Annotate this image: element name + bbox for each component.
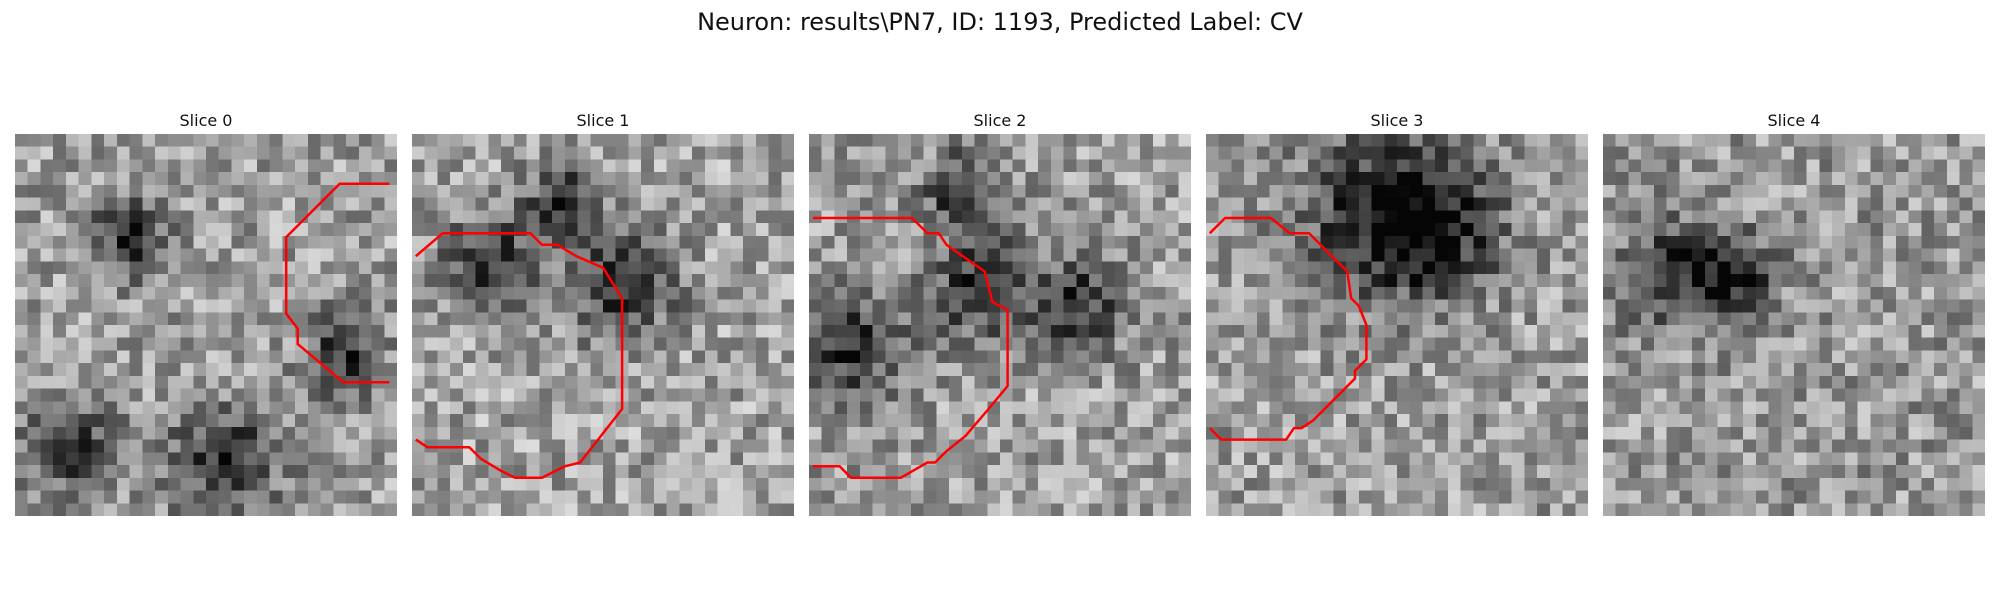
slice-image	[809, 134, 1191, 516]
slice-contour	[1603, 134, 1985, 516]
figure-title: Neuron: results\PN7, ID: 1193, Predicted…	[697, 8, 1303, 36]
contour-line	[414, 232, 624, 480]
slice-title: Slice 1	[576, 111, 630, 130]
slice-contour	[284, 182, 390, 384]
slice-title: Slice 4	[1767, 111, 1821, 130]
slice-panel-2: Slice 2	[809, 108, 1191, 516]
slice-title: Slice 0	[179, 111, 233, 130]
contour-line	[812, 216, 1009, 480]
slice-panel-3: Slice 3	[1206, 108, 1588, 516]
slice-panel-1: Slice 1	[412, 108, 794, 516]
contour-line	[1208, 216, 1368, 441]
slice-contour	[812, 216, 1009, 480]
slice-contour	[1208, 216, 1368, 441]
slice-contour	[414, 232, 624, 480]
slice-panel-4: Slice 4	[1603, 108, 1985, 516]
slice-title: Slice 3	[1370, 111, 1424, 130]
slice-image	[1206, 134, 1588, 516]
slice-image	[15, 134, 397, 516]
slice-panel-0: Slice 0	[15, 108, 397, 516]
slice-title: Slice 2	[973, 111, 1027, 130]
contour-line	[284, 182, 390, 384]
slice-image	[1603, 134, 1985, 516]
